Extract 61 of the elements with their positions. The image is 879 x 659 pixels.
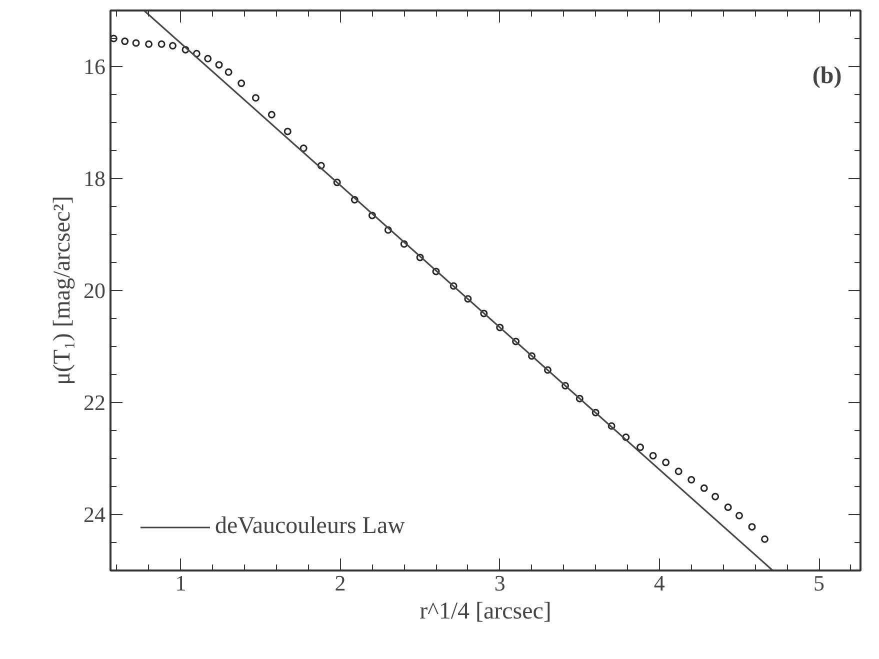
y-tick-label: 18 [84,166,106,191]
y-tick-label: 20 [84,278,106,303]
point [350,196,358,204]
point [121,38,129,46]
point [712,492,720,500]
point [400,240,408,248]
point [688,476,696,484]
point [192,50,200,58]
y-axis-title: μ(T₁) [mag/arcsec²] [50,196,76,385]
point [145,40,153,48]
point [317,162,325,170]
point [384,226,392,234]
point [544,366,552,374]
point [674,468,682,476]
point [252,94,260,102]
x-tick-label: 1 [175,570,186,596]
point [450,282,458,290]
point [496,324,504,332]
point [416,254,424,262]
x-tick-label: 3 [494,570,506,596]
point [735,512,743,520]
point [432,268,440,276]
y-tick-label: 16 [84,54,106,79]
point [480,310,488,318]
point [576,394,584,402]
point [300,144,308,152]
point [512,338,520,346]
point [204,54,212,62]
x-tick-label: 2 [334,570,346,596]
point [182,46,190,54]
annotation: (b) [812,62,842,89]
point [761,535,769,543]
point [622,433,630,441]
point [268,110,276,118]
point [110,34,118,42]
point [333,178,341,186]
point [528,352,536,360]
y-tick-label: 24 [84,502,106,527]
point [748,523,756,531]
point [284,128,292,136]
x-tick-label: 5 [814,570,825,596]
point [224,68,232,76]
legend-label: deVaucouleurs Law [215,513,405,540]
y-tick-label: 22 [84,390,106,415]
point [649,452,657,460]
point [238,80,246,88]
point [168,42,176,50]
point [132,39,140,47]
point [562,382,570,390]
x-tick-label: 4 [654,570,665,596]
point [368,212,376,220]
point [608,422,616,430]
point [700,484,708,492]
point [592,408,600,416]
point [158,40,166,48]
point [636,444,644,452]
point [662,458,670,466]
point [215,61,223,69]
point [464,295,472,303]
x-axis-title: r^1/4 [arcsec] [420,598,552,624]
point [724,503,732,511]
